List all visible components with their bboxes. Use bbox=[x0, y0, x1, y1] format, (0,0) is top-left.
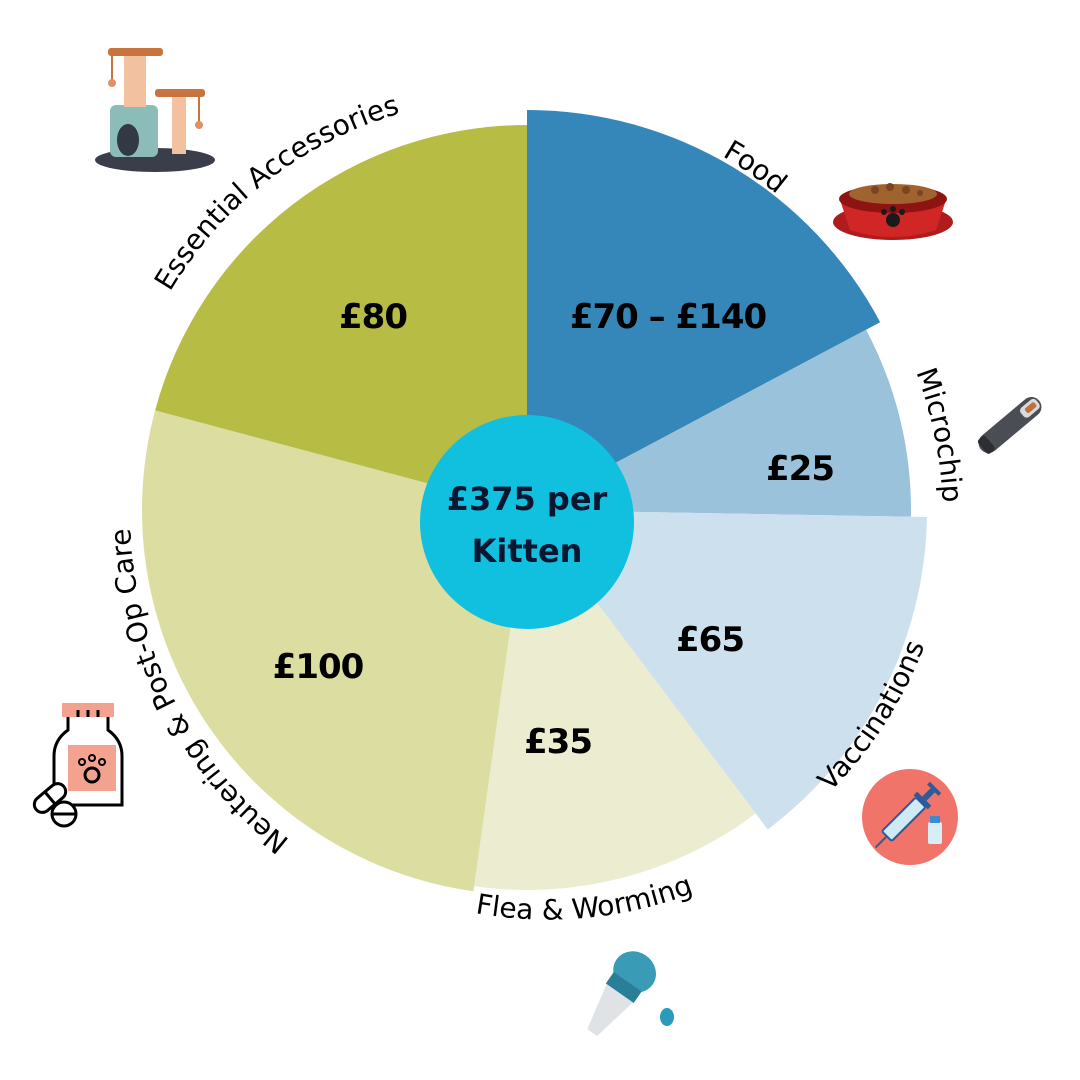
center-label-line1: £375 per bbox=[447, 480, 608, 518]
value-label-flea-worming: £35 bbox=[524, 722, 592, 762]
vaccine-syringe-icon bbox=[862, 769, 958, 865]
category-label-microchip: Microchip bbox=[910, 363, 969, 503]
pie-slice-accessories bbox=[155, 125, 527, 510]
droplet-icon bbox=[660, 1008, 674, 1026]
value-label-accessories: £80 bbox=[339, 297, 407, 337]
value-label-food: £70 – £140 bbox=[570, 297, 767, 337]
food-bowl-icon bbox=[833, 183, 953, 240]
medicine-bottle-icon bbox=[32, 703, 124, 828]
pie-slice-microchip bbox=[527, 329, 912, 517]
center-label-line2: Kitten bbox=[472, 532, 583, 570]
pie-slices bbox=[142, 110, 927, 892]
value-label-neutering: £100 bbox=[273, 647, 364, 687]
dropper-icon bbox=[587, 951, 656, 1037]
cat-tree-icon bbox=[95, 48, 215, 172]
center-circle bbox=[420, 415, 634, 629]
pie-slice-vaccinations bbox=[527, 510, 927, 830]
microchip-syringe-icon bbox=[977, 397, 1042, 454]
value-label-vaccinations: £65 bbox=[676, 620, 744, 660]
pie-slice-food bbox=[527, 110, 881, 510]
value-label-microchip: £25 bbox=[766, 449, 834, 489]
